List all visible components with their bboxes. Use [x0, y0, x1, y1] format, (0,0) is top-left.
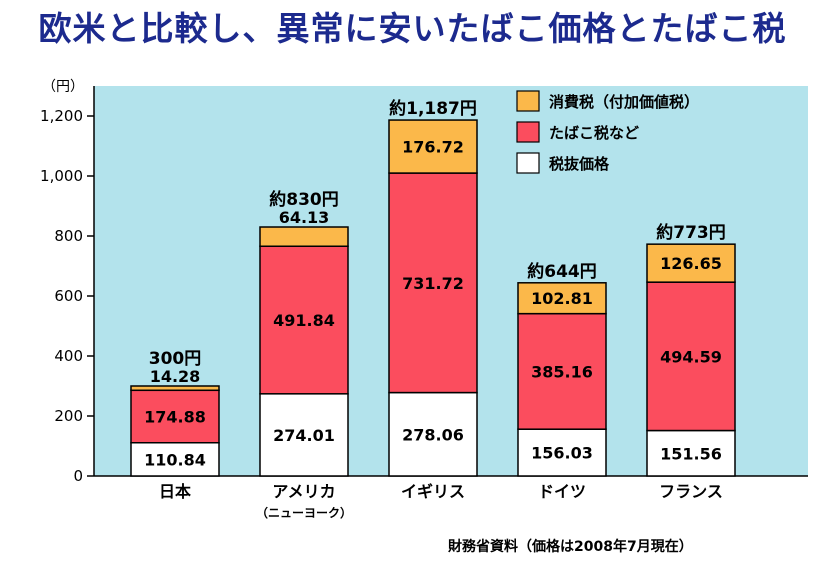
legend-swatch	[516, 121, 540, 143]
legend-label: たばこ税など	[549, 124, 639, 142]
y-tick-label: 200	[54, 407, 83, 425]
y-ticks: 0 200 400 600 800 1,000 1,200	[40, 107, 94, 485]
bar-value-label: 14.28	[150, 367, 201, 386]
bar-value-label: 64.13	[279, 208, 330, 227]
bar-value-label: 176.72	[402, 138, 464, 157]
bar-segment	[646, 281, 736, 432]
bar-total-label: 約773円	[656, 222, 726, 243]
bar-value-label: 174.88	[144, 408, 206, 427]
bar-value-label: 110.84	[144, 450, 206, 469]
bar-segment	[517, 312, 607, 430]
x-tick-label: ドイツ	[538, 482, 586, 501]
bar-value-label: 151.56	[660, 444, 722, 463]
bar-segment	[259, 226, 349, 247]
y-tick-label: 600	[54, 287, 83, 305]
bar-value-label: 156.03	[531, 444, 593, 463]
bar-segment	[517, 282, 607, 315]
source-note: 財務省資料（価格は2008年7月現在）	[448, 539, 693, 555]
x-tick-label: イギリス	[401, 482, 465, 501]
y-unit-label: （円）	[42, 79, 84, 95]
bar-segment	[388, 172, 478, 394]
bar-total-label: 約644円	[527, 261, 597, 282]
bar-value-label: 494.59	[660, 347, 722, 366]
bar-segment	[130, 385, 220, 392]
legend-swatch	[516, 152, 540, 174]
bar-segment	[259, 245, 349, 395]
bar-total-label: 300円	[149, 349, 202, 369]
legend-swatch	[516, 90, 540, 112]
bar-value-label: 102.81	[531, 289, 593, 308]
bar-total-label: 約1,187円	[389, 98, 477, 119]
bar-segment	[130, 389, 220, 444]
x-tick-label: 日本	[159, 482, 191, 501]
bar-value-label: 491.84	[273, 311, 335, 330]
x-tick-labels: 日本 アメリカ （ニューヨーク） イギリス ドイツ フランス	[159, 482, 723, 520]
bar-value-label: 278.06	[402, 425, 464, 444]
x-tick-label: アメリカ	[272, 482, 335, 501]
y-tick-label: 1,200	[40, 107, 83, 125]
x-tick-label: フランス	[659, 482, 723, 501]
bar-segment	[259, 393, 349, 477]
bar-segment	[646, 243, 736, 283]
bar-value-label: 126.65	[660, 254, 722, 273]
y-tick-label: 1,000	[40, 167, 83, 185]
bar-segment	[388, 391, 478, 477]
bar-value-label: 385.16	[531, 362, 593, 381]
bar-value-label: 731.72	[402, 274, 464, 293]
x-tick-sublabel: （ニューヨーク）	[256, 505, 352, 520]
bar-segment	[388, 119, 478, 174]
bar-segment	[130, 441, 220, 477]
bar-value-label: 274.01	[273, 426, 335, 445]
y-tick-label: 0	[73, 467, 83, 485]
y-tick-label: 400	[54, 347, 83, 365]
bar-segment	[517, 428, 607, 477]
legend-label: 消費税（付加価値税）	[549, 93, 699, 111]
legend-label: 税抜価格	[549, 155, 610, 173]
y-tick-label: 800	[54, 227, 83, 245]
bar-total-label: 約830円	[269, 189, 339, 210]
page-title: 欧米と比較し、異常に安いたばこ価格とたばこ税	[38, 9, 787, 48]
